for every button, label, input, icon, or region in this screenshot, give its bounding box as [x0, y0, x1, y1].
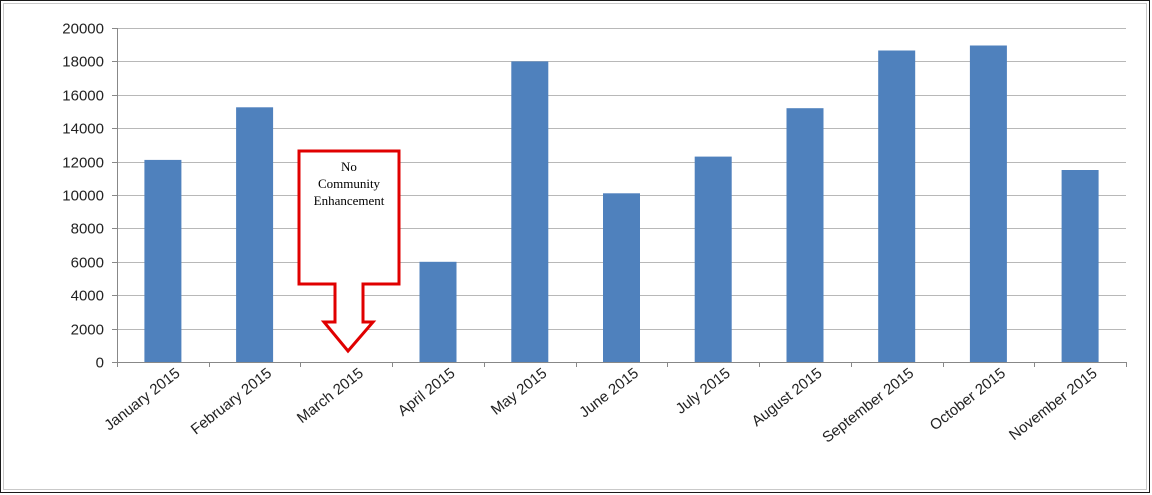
x-tick-label: April 2015 — [395, 365, 459, 420]
y-tick-label: 20000 — [62, 21, 104, 38]
bar — [786, 108, 824, 362]
no-data-annotation: No Community Enhancement — [297, 149, 401, 354]
bar — [419, 261, 457, 362]
bar — [511, 61, 549, 363]
y-tick-label: 8000 — [71, 221, 104, 238]
axes — [112, 28, 1127, 367]
x-tick-label: October 2015 — [927, 365, 1009, 434]
annotation-down-arrow-callout — [297, 149, 401, 354]
annotation-text-line: Community — [318, 176, 381, 191]
y-tick-label: 18000 — [62, 54, 104, 71]
y-tick-label: 6000 — [71, 255, 104, 272]
x-tick-label: June 2015 — [576, 365, 642, 422]
y-tick-label: 2000 — [71, 322, 104, 339]
bar — [694, 156, 732, 362]
x-tick-label: November 2015 — [1006, 365, 1101, 444]
x-axis-tick-labels: January 2015 February 2015 March 2015 April… — [101, 365, 1100, 447]
y-tick-label: 12000 — [62, 155, 104, 172]
x-tick-label: September 2015 — [819, 365, 917, 447]
bars — [144, 45, 1099, 363]
x-tick-label: July 2015 — [673, 365, 734, 418]
y-tick-label: 14000 — [62, 121, 104, 138]
x-tick-label: May 2015 — [488, 365, 550, 419]
x-tick-label: March 2015 — [294, 365, 367, 427]
bar — [603, 193, 640, 362]
x-tick-label: January 2015 — [101, 365, 183, 434]
x-tick-label: February 2015 — [188, 365, 275, 438]
annotation-text-line: Enhancement — [314, 193, 385, 208]
bar — [969, 45, 1007, 362]
bar — [236, 107, 274, 362]
y-tick-label: 10000 — [62, 188, 104, 205]
y-tick-label: 4000 — [71, 288, 104, 305]
y-tick-label: 16000 — [62, 88, 104, 105]
y-tick-label: 0 — [96, 355, 104, 372]
chart-inner-border — [3, 3, 1147, 490]
bar — [1061, 170, 1099, 362]
bar — [878, 50, 916, 362]
annotation-text-line: No — [341, 159, 357, 174]
bar — [144, 159, 182, 362]
y-axis-tick-labels: 0 2000 4000 6000 8000 10000 12000 14000 16000 180… — [62, 21, 104, 372]
x-tick-label: August 2015 — [749, 365, 826, 430]
